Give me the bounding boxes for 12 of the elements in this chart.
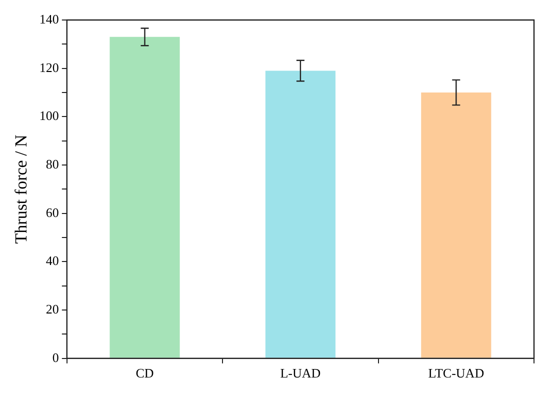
y-tick-label: 80 xyxy=(46,156,59,172)
x-tick-label: LTC-UAD xyxy=(428,366,484,381)
x-tick-label: L-UAD xyxy=(280,366,321,381)
y-tick-label: 20 xyxy=(46,301,59,316)
y-tick-label: 0 xyxy=(52,350,59,365)
y-tick-label: 60 xyxy=(46,204,59,220)
y-tick-label: 40 xyxy=(46,253,59,268)
x-tick-label: CD xyxy=(136,366,154,381)
y-tick-label: 100 xyxy=(39,108,59,124)
y-axis-title: Thrust force / N xyxy=(12,134,31,244)
y-tick-label: 140 xyxy=(39,11,59,26)
y-tick-label: 120 xyxy=(39,60,59,75)
